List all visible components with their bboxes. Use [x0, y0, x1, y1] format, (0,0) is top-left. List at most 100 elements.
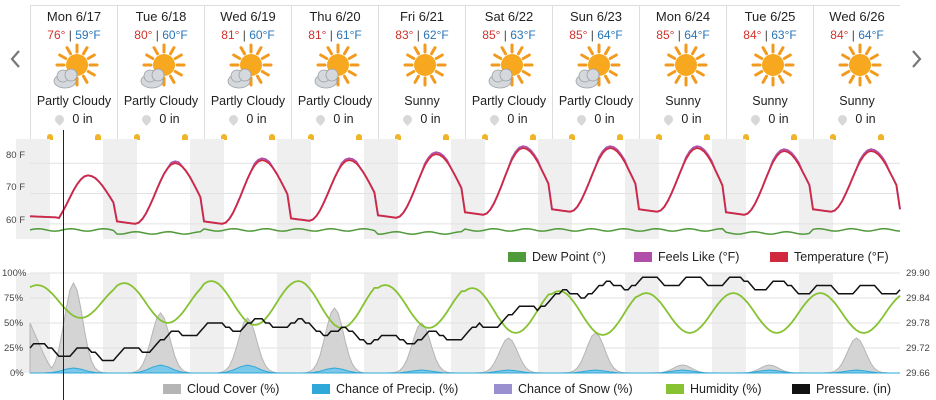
sun-markers [814, 134, 900, 140]
forecast-day[interactable]: Tue 6/18 80° | 60°F Partly Cloudy 0 in [117, 6, 204, 140]
night-band [16, 139, 50, 239]
day-date: Sat 6/22 [484, 9, 534, 24]
partly-cloudy-icon [225, 43, 273, 91]
day-precip: 0 in [379, 112, 465, 126]
partly-cloudy-icon [312, 43, 360, 91]
forecast-day[interactable]: Mon 6/17 76° | 59°F Partly Cloudy 0 in [30, 6, 117, 140]
sunset-icon [269, 134, 275, 140]
night-band [799, 139, 833, 239]
pressure-y-tick: 29.66 [906, 368, 930, 379]
sunrise-icon [482, 134, 488, 140]
raindrop-icon [662, 113, 676, 126]
forecast-day[interactable]: Wed 6/26 84° | 64°F Sunny 0 in [813, 6, 900, 140]
forecast-day[interactable]: Tue 6/25 84° | 63°F Sunny 0 in [726, 6, 813, 140]
temp-y-tick: 80 F [6, 150, 26, 161]
legend-pressure[interactable]: Pressure. (in) [792, 382, 891, 396]
high-temp: 84° [743, 28, 762, 42]
sun-markers [292, 134, 378, 140]
day-date: Thu 6/20 [309, 9, 361, 24]
day-condition: Partly Cloudy [36, 94, 112, 108]
precip-amount: 0 in [855, 112, 876, 126]
day-condition: Partly Cloudy [123, 94, 199, 108]
day-temps: 84° | 63°F [743, 28, 797, 42]
sunset-icon [95, 134, 101, 140]
sunset-icon [878, 134, 884, 140]
raindrop-icon [227, 113, 241, 126]
percent-y-tick: 50% [4, 318, 24, 329]
precip-amount: 0 in [681, 112, 702, 126]
day-temps: 81° | 61°F [308, 28, 362, 42]
day-temps: 80° | 60°F [134, 28, 188, 42]
sunset-icon [443, 134, 449, 140]
legend-dew-point[interactable]: Dew Point (°) [508, 250, 606, 264]
legend-temperature[interactable]: Temperature (°F) [770, 250, 889, 264]
sun-markers [118, 134, 204, 140]
chevron-left-icon [10, 50, 20, 68]
legend-chance-precip[interactable]: Chance of Precip. (%) [312, 382, 458, 396]
legend-feels-like[interactable]: Feels Like (°F) [634, 250, 739, 264]
sunny-icon [660, 43, 708, 91]
sunset-icon [182, 134, 188, 140]
sun-markers [553, 134, 639, 140]
day-date: Fri 6/21 [399, 9, 445, 24]
forecast-day[interactable]: Sun 6/23 85° | 64°F Partly Cloudy 0 in [552, 6, 639, 140]
day-date: Sun 6/23 [569, 9, 623, 24]
partly-cloudy-icon [51, 43, 99, 91]
low-temp: 63°F [510, 28, 536, 42]
forecast-day[interactable]: Sat 6/22 85° | 63°F Partly Cloudy 0 in [465, 6, 552, 140]
legend-chance-snow[interactable]: Chance of Snow (%) [494, 382, 633, 396]
day-temps: 85° | 63°F [482, 28, 536, 42]
pressure-y-tick: 29.78 [906, 318, 930, 329]
precip-amount: 0 in [333, 112, 354, 126]
precip-amount: 0 in [72, 112, 93, 126]
raindrop-icon [314, 113, 328, 126]
sunny-icon [834, 43, 882, 91]
precip-area [30, 364, 900, 374]
night-band [364, 139, 398, 239]
raindrop-icon [749, 113, 763, 126]
percent-y-tick: 75% [4, 293, 24, 304]
low-temp: 64°F [684, 28, 710, 42]
sun-markers [31, 134, 117, 140]
raindrop-icon [836, 113, 850, 126]
pressure-line [29, 276, 901, 362]
percent-y-tick: 100% [2, 268, 27, 279]
atmosphere-chart [16, 272, 901, 374]
day-date: Wed 6/19 [220, 9, 276, 24]
day-condition: Partly Cloudy [558, 94, 634, 108]
high-temp: 85° [656, 28, 675, 42]
day-precip: 0 in [640, 112, 726, 126]
pressure-y-tick: 29.72 [906, 343, 930, 354]
high-temp: 76° [47, 28, 66, 42]
high-temp: 80° [134, 28, 153, 42]
legend-cloud-cover[interactable]: Cloud Cover (%) [163, 382, 279, 396]
low-temp: 59°F [75, 28, 101, 42]
day-temps: 81° | 60°F [221, 28, 275, 42]
forecast-days: Mon 6/17 76° | 59°F Partly Cloudy 0 in Tue … [30, 5, 900, 140]
day-date: Wed 6/26 [829, 9, 885, 24]
forecast-day[interactable]: Wed 6/19 81° | 60°F Partly Cloudy 0 in [204, 6, 291, 140]
day-precip: 0 in [31, 112, 117, 126]
sunrise-icon [743, 134, 749, 140]
low-temp: 61°F [336, 28, 362, 42]
raindrop-icon [488, 113, 502, 126]
temperature-chart [16, 139, 901, 239]
high-temp: 81° [221, 28, 240, 42]
day-date: Tue 6/18 [135, 9, 187, 24]
forecast-day[interactable]: Mon 6/24 85° | 64°F Sunny 0 in [639, 6, 726, 140]
prev-week-button[interactable] [6, 44, 24, 74]
pressure-y-tick: 29.84 [906, 293, 930, 304]
raindrop-icon [140, 113, 154, 126]
sunrise-icon [395, 134, 401, 140]
next-week-button[interactable] [908, 44, 926, 74]
percent-y-tick: 0% [10, 368, 24, 379]
legend-humidity[interactable]: Humidity (%) [666, 382, 762, 396]
low-temp: 63°F [771, 28, 797, 42]
partly-cloudy-icon [486, 43, 534, 91]
forecast-day[interactable]: Fri 6/21 83° | 62°F Sunny 0 in [378, 6, 465, 140]
forecast-day[interactable]: Thu 6/20 81° | 61°F Partly Cloudy 0 in [291, 6, 378, 140]
high-temp: 85° [569, 28, 588, 42]
temp-y-tick: 60 F [6, 215, 26, 226]
low-temp: 64°F [597, 28, 623, 42]
low-temp: 60°F [249, 28, 275, 42]
